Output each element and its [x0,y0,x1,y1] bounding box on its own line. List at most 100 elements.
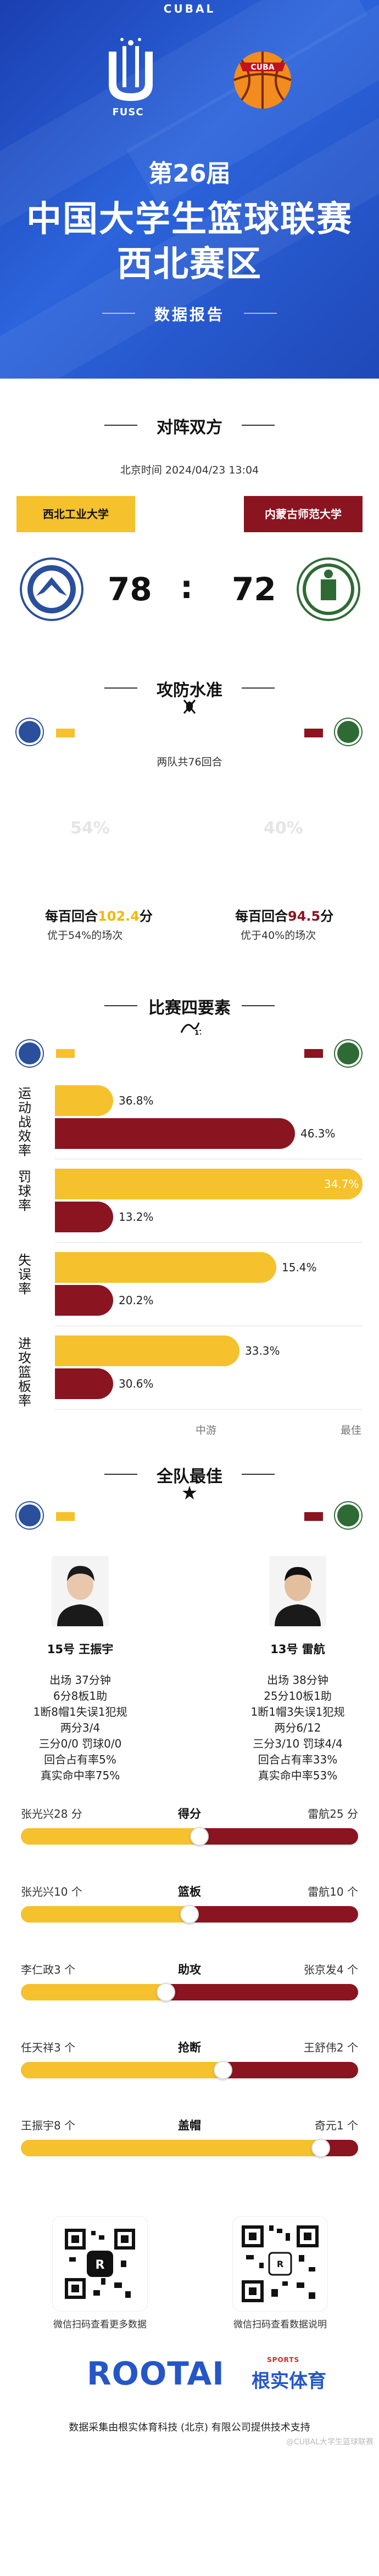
player-stat-line: 两分6/12 [274,1721,321,1734]
team-left-per100: 每百回合102.4分 [45,909,153,924]
team-left-mini-logo [16,1040,43,1067]
player-stat-line: 25分10板1助 [264,1689,332,1703]
rootai-sports-tag: SPORTS [267,2356,300,2364]
team-left-mini-logo [16,1502,43,1529]
player-stat-line: 1断1帽3失误1犯规 [250,1705,345,1718]
factor-value-left: 33.3% [245,1344,280,1357]
player-stat-line: 两分3/4 [60,1721,101,1734]
fusc-logo [109,38,153,101]
team-left-logo [20,557,83,621]
player-stat-line: 出场 38分钟 [267,1673,328,1687]
team-right-per100: 每百回合94.5分 [235,909,334,924]
leader-right: 雷航10 个 [308,1885,358,1898]
team-left-mini-logo [16,719,43,745]
factor-bar-left [55,1169,363,1199]
leader-left: 张光兴10 个 [21,1885,82,1898]
star-trophy-icon [182,1486,197,1500]
leader-right: 王舒伟2 个 [303,2041,358,2054]
factor-bar-left [55,1085,113,1116]
divider [242,1005,275,1006]
factor-value-right: 46.3% [300,1127,336,1140]
factor-bar-right [55,1118,295,1149]
divider [244,313,277,314]
leader-bar-right [223,2062,358,2078]
divider [242,425,275,426]
leader-bar-knob [190,1827,209,1846]
rootai-logo-text: ROOTAI [87,2355,225,2392]
leader-bar-knob [157,1983,175,2002]
qr-left-caption: 微信扫码查看更多数据 [53,2319,147,2330]
qr-right-caption: 微信扫码查看数据说明 [233,2319,327,2330]
section-title-four-factors: 比赛四要素 [148,999,231,1018]
factor-label: 罚球率 [18,1169,31,1213]
leader-category: 盖帽 [178,2119,201,2132]
svg-text:17: 17 [194,1029,201,1036]
team-right-logo [297,557,360,621]
fusc-label: FUSC [112,106,144,118]
factor-value-right: 30.6% [119,1377,154,1390]
player-stat-line: 回合占有率33% [258,1753,338,1766]
team-left-legend [56,1049,75,1058]
cuba-logo: CUBA [233,52,292,109]
footer-credit: 数据采集由根实体育科技 (北京) 有限公司提供技术支持 [69,2422,310,2433]
hero-banner: CUBAL FUSC CUBA 第26届 中国大学生篮球联赛 西北赛区 数据报告 [0,0,379,379]
factor-value-right: 20.2% [119,1294,154,1307]
team-right-percentile: 40% [264,819,303,838]
team-right-score: 72 [232,571,276,608]
clock-icon: 17 [180,1022,201,1036]
team-left-percentile: 54% [70,819,110,838]
player-stat-line: 6分8板1助 [53,1689,108,1703]
axis-mid-label: 中游 [196,1424,217,1436]
qr-code-data-explanation[interactable]: R [233,2217,327,2311]
factor-bar-left [55,1335,239,1366]
factor-value-left: 15.4% [282,1261,317,1274]
player-stat-line: 回合占有率5% [44,1753,116,1766]
player-right-photo [269,1556,326,1626]
title-line-1: 中国大学生篮球联赛 [26,199,353,240]
factor-bar-right [55,1368,113,1399]
team-left-name: 西北工业大学 [16,496,135,532]
qr-code-more-data[interactable]: R [53,2217,147,2311]
leader-right: 奇元1 个 [314,2119,358,2132]
team-left-legend [56,1512,75,1521]
player-left-name: 15号 王振宇 [47,1643,114,1656]
team-right-legend [304,729,323,737]
score-separator: : [180,568,193,606]
leader-right: 张京发4 个 [303,1963,358,1976]
team-right-better: 优于40%的场次 [241,929,316,942]
leader-bar-knob [214,2061,232,2079]
factor-value-left: 34.7% [324,1177,359,1191]
player-stat-line: 真实命中率53% [258,1769,338,1782]
leader-bar-left [21,1906,190,1923]
divider [104,1005,137,1006]
leader-left: 张光兴28 分 [21,1807,82,1820]
player-stat-line: 三分3/10 罚球4/4 [253,1737,343,1750]
leader-bar-left [21,1984,166,2000]
team-left-better: 优于54%的场次 [47,929,123,942]
player-stat-line: 真实命中率75% [40,1769,120,1782]
divider [55,1409,363,1410]
leader-left: 王振宇8 个 [21,2119,76,2132]
leader-bar-right [199,1828,358,1845]
leader-bar-right [166,1984,358,2000]
section-title-best: 全队最佳 [157,1467,222,1486]
divider [104,425,137,426]
team-left-score: 78 [108,571,152,608]
leader-bar-left [21,2062,223,2078]
possessions-text: 两队共76回合 [157,756,222,768]
leader-bar [21,2062,358,2078]
player-stat-line: 1断8帽1失误1犯规 [33,1705,127,1718]
title-line-2: 西北赛区 [117,244,262,285]
section-title-matchup: 对阵双方 [157,418,222,437]
player-right-stats: 出场 38分钟 25分10板1助 1断1帽3失误1犯规 两分6/12 三分3/10 罚球… [232,1672,364,1784]
team-right-mini-logo [335,1502,361,1529]
svg-text:CUBA: CUBA [250,63,274,72]
factor-value-left: 36.8% [119,1094,154,1107]
team-right-name: 内蒙古师范大学 [244,496,363,532]
factor-bar-right [55,1285,113,1316]
svg-text:R: R [96,2258,105,2272]
edition: 第26届 [148,160,231,188]
leader-bar [21,2140,358,2156]
team-right-legend [304,1512,323,1521]
leader-bar [21,1828,358,1845]
